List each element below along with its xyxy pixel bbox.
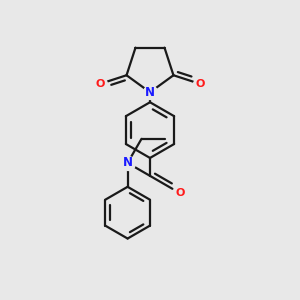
Text: O: O (195, 79, 205, 89)
Text: O: O (175, 188, 185, 198)
Text: N: N (123, 156, 133, 170)
Text: N: N (145, 86, 155, 99)
Text: O: O (95, 79, 105, 89)
